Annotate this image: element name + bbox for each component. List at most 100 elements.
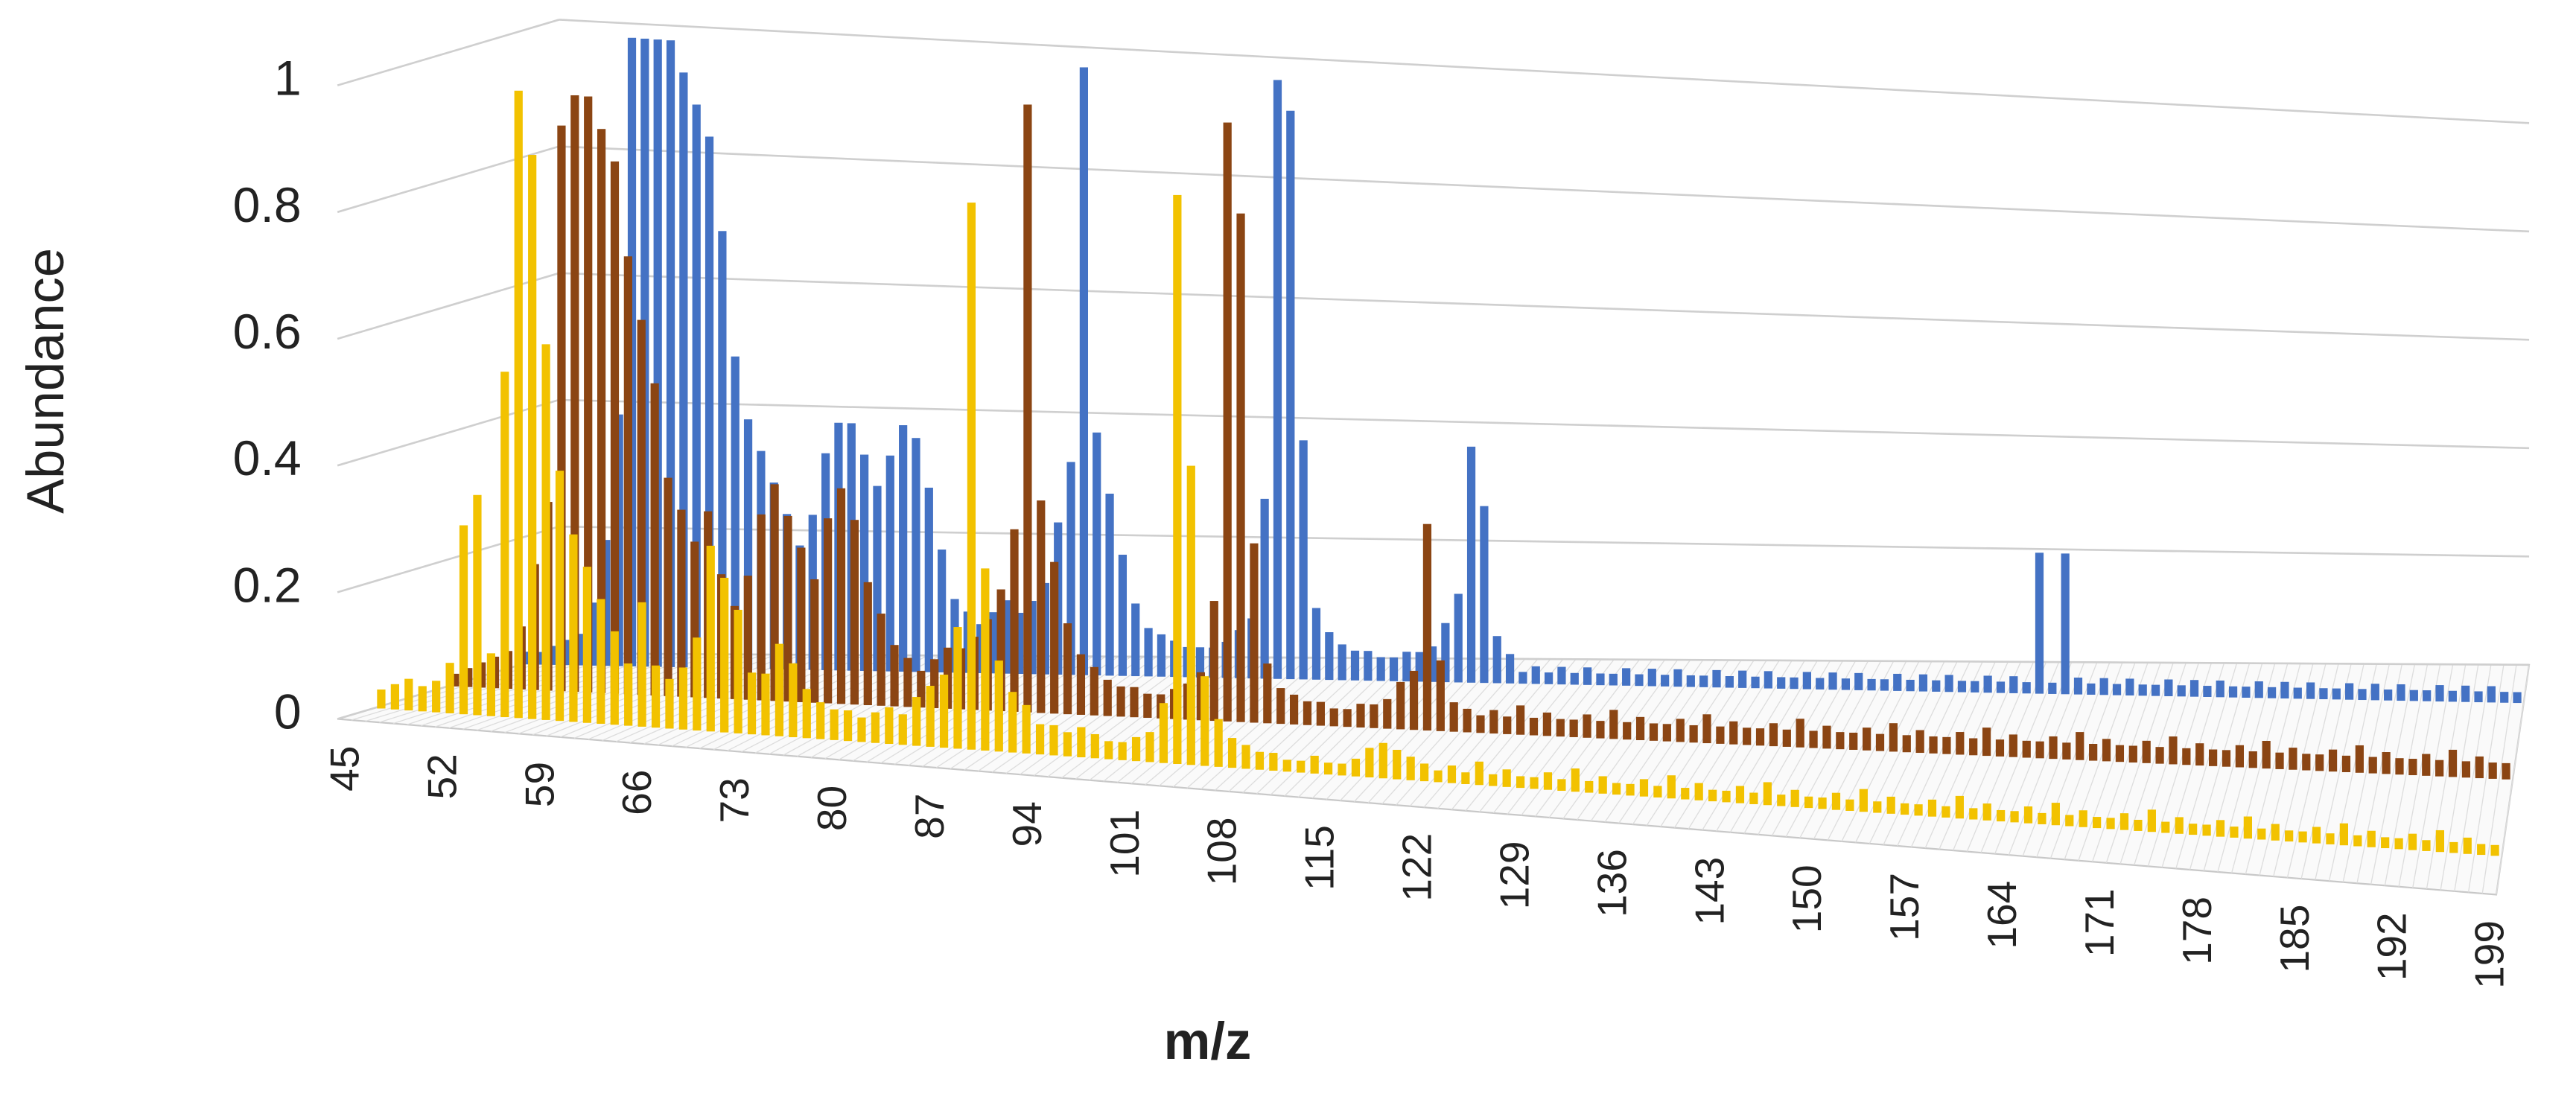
- bar: [637, 319, 646, 695]
- bar: [2089, 743, 2098, 761]
- floor-grid: [1785, 660, 1882, 838]
- bar: [2254, 681, 2263, 698]
- bar: [1725, 676, 1734, 688]
- bar: [1200, 676, 1209, 766]
- bar: [757, 514, 766, 701]
- floor-grid: [1395, 658, 1526, 806]
- floor-grid: [1702, 660, 1805, 831]
- bar: [1023, 104, 1032, 713]
- bar: [2488, 762, 2497, 779]
- bar: [1529, 717, 1539, 736]
- bar: [2461, 761, 2471, 778]
- floor-grid: [964, 656, 1132, 771]
- bar: [1297, 760, 1306, 773]
- bar: [850, 520, 859, 705]
- y-tick-label: 0.8: [233, 178, 302, 233]
- floor-grid: [1813, 660, 1907, 840]
- floor-grid: [1660, 660, 1767, 827]
- bar: [693, 637, 702, 731]
- bar: [1557, 666, 1566, 685]
- floor-grid: [1618, 660, 1729, 824]
- bar: [550, 646, 559, 665]
- bar: [2155, 747, 2164, 764]
- bar: [1982, 727, 1991, 757]
- bar: [743, 576, 752, 700]
- grid-line: [337, 145, 560, 214]
- bar: [938, 549, 947, 673]
- floor-grid: [1590, 659, 1704, 821]
- bar: [2022, 682, 2031, 694]
- bar: [2209, 749, 2218, 766]
- floor-grid: [1242, 658, 1386, 793]
- bar: [1338, 763, 1346, 776]
- bar: [981, 568, 990, 751]
- bar: [1596, 673, 1605, 686]
- bar: [665, 678, 674, 729]
- bar: [1841, 678, 1851, 690]
- bar: [555, 471, 565, 722]
- bar: [1010, 529, 1019, 712]
- bar: [1338, 644, 1346, 681]
- bar: [1596, 721, 1605, 739]
- bar: [2448, 749, 2458, 777]
- bar: [2490, 844, 2499, 856]
- bar: [2061, 553, 2070, 695]
- bar: [2449, 841, 2458, 853]
- bar: [2235, 745, 2244, 768]
- bar: [1303, 701, 1312, 725]
- bar: [2513, 692, 2522, 704]
- bar: [1364, 651, 1373, 681]
- floor-grid: [2259, 663, 2314, 876]
- bar: [2138, 684, 2147, 696]
- bar: [2257, 828, 2266, 840]
- bar: [650, 383, 659, 696]
- floor-grid: [2134, 663, 2199, 866]
- bar: [747, 672, 757, 735]
- grid-line: [559, 145, 2530, 233]
- bar: [1716, 726, 1725, 744]
- bar: [2177, 685, 2186, 697]
- bar: [1286, 110, 1295, 680]
- bar: [459, 525, 468, 715]
- bar: [582, 567, 591, 723]
- bar: [537, 652, 546, 665]
- bar: [2230, 827, 2239, 838]
- bar: [2358, 689, 2367, 701]
- y-tick-label: 1: [274, 51, 302, 106]
- bar: [1130, 687, 1139, 718]
- bar: [1289, 694, 1299, 725]
- floor-grid: [1033, 656, 1195, 777]
- bar: [377, 689, 386, 709]
- bar: [843, 710, 853, 742]
- bar: [2222, 750, 2231, 767]
- bar: [2099, 678, 2108, 695]
- grid-line: [337, 525, 560, 593]
- bar: [2381, 837, 2390, 849]
- floor-grid: [1716, 660, 1818, 832]
- bar: [2189, 680, 2199, 697]
- bar: [1383, 698, 1392, 729]
- floor-grid: [1270, 658, 1411, 795]
- bar: [2500, 692, 2509, 703]
- bar: [679, 72, 688, 668]
- bar: [569, 534, 578, 722]
- bar: [1777, 795, 1786, 806]
- bar: [1316, 701, 1325, 726]
- bar: [2435, 760, 2444, 777]
- bar: [1343, 709, 1352, 727]
- bar: [2312, 827, 2321, 844]
- bar: [1173, 194, 1182, 765]
- bar: [2353, 835, 2362, 847]
- bar: [623, 256, 632, 695]
- bar: [576, 634, 585, 666]
- bar: [2435, 685, 2444, 702]
- x-tick-label: 66: [614, 770, 660, 815]
- bar: [637, 602, 646, 727]
- bar: [1428, 646, 1437, 682]
- floor-grid: [1172, 657, 1323, 788]
- x-tick-label: 73: [711, 777, 757, 823]
- bar: [1144, 628, 1153, 677]
- bar: [2487, 686, 2496, 703]
- bar: [789, 663, 798, 738]
